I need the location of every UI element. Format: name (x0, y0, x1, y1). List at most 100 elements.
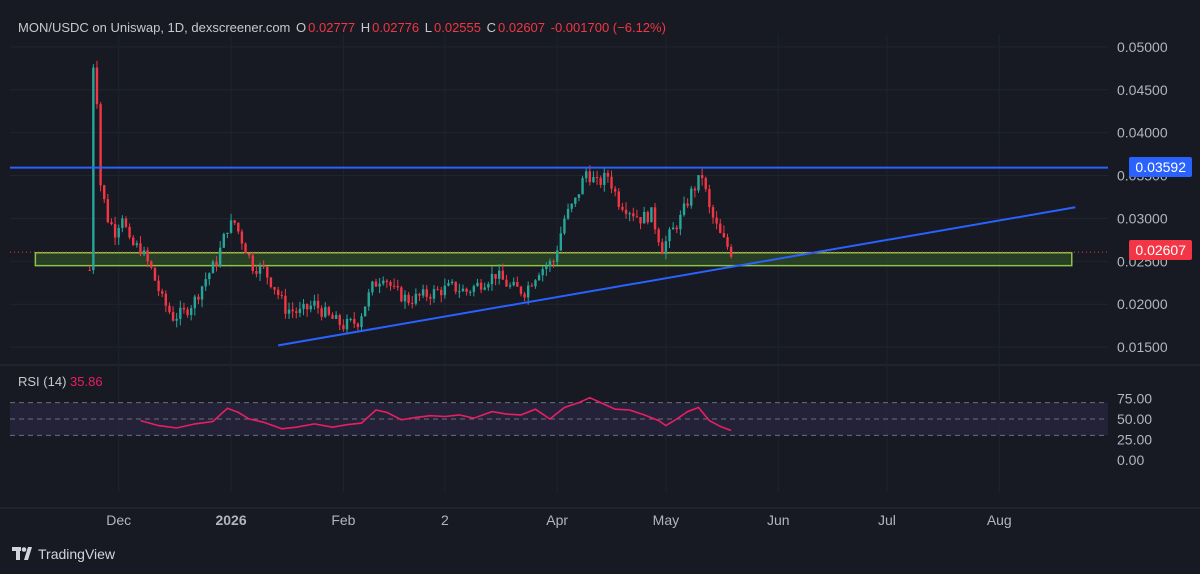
candle-body (610, 176, 613, 189)
candle-body (313, 300, 316, 306)
candle-body (160, 291, 164, 294)
candle-body (295, 311, 298, 313)
x-tick-label: Jul (878, 512, 896, 528)
candle-body (490, 274, 494, 285)
candle-body (657, 229, 660, 243)
candle-body (175, 318, 178, 321)
candle-body (690, 188, 693, 206)
candle-body (189, 308, 193, 316)
candle-body (711, 207, 715, 218)
candle-body (345, 319, 349, 330)
candle-body (661, 242, 664, 255)
candle-body (378, 283, 381, 287)
candle-body (222, 233, 226, 248)
open-label: O (296, 20, 307, 35)
candle-body (276, 289, 280, 296)
candle-body (211, 261, 215, 274)
trend-lines (10, 166, 1108, 347)
candle-body (331, 314, 334, 319)
candle-body (570, 203, 573, 209)
candle-body (461, 288, 465, 292)
open-value: 0.02777 (308, 20, 356, 35)
candle-body (632, 213, 635, 217)
candle-body (584, 171, 588, 179)
candle-body (697, 175, 700, 191)
candle-body (117, 227, 120, 238)
candle-body (603, 172, 606, 185)
symbol-label: MON/USDC on Uniswap, 1D, dexscreener.com (18, 20, 291, 35)
candle-body (240, 231, 244, 244)
candle-body (617, 191, 620, 207)
candle-body (729, 246, 733, 257)
rsi-value: 35.86 (70, 374, 103, 389)
candles (88, 60, 733, 333)
candle-body (501, 270, 505, 280)
candle-body (193, 296, 197, 309)
candle-body (273, 287, 276, 290)
candle-body (704, 178, 707, 190)
ascending-trendline (277, 206, 1076, 347)
candle-body (577, 194, 581, 198)
candle-body (693, 188, 697, 191)
candle-body (146, 250, 149, 262)
candle-body (389, 282, 392, 286)
candle-body (139, 243, 142, 255)
candle-body (251, 255, 254, 271)
candle-body (88, 269, 91, 271)
high-label: H (360, 20, 371, 35)
x-tick-label: Dec (106, 512, 131, 528)
candle-body (309, 305, 312, 310)
candle-body (545, 266, 548, 269)
candle-body (367, 292, 370, 307)
rsi-panel (10, 402, 1108, 436)
rsi-tick-label: 50.00 (1117, 411, 1152, 427)
candle-body (280, 295, 283, 297)
candle-body (581, 178, 584, 195)
candle-body (447, 283, 450, 286)
candle-body (200, 286, 204, 300)
candle-body (653, 207, 657, 230)
tradingview-logo: TradingView (12, 546, 115, 562)
candle-body (472, 286, 476, 292)
chart-header: MON/USDC on Uniswap, 1D, dexscreener.com… (18, 20, 668, 35)
y-tick-label: 0.02000 (1117, 296, 1168, 312)
candle-body (284, 295, 287, 314)
brand-label: TradingView (38, 546, 116, 562)
candle-body (374, 281, 378, 287)
candle-body (407, 294, 410, 304)
candle-body (671, 227, 675, 230)
candle-body (505, 279, 508, 287)
x-tick-label: Jun (767, 512, 790, 528)
candle-body (722, 233, 726, 238)
candle-body (164, 293, 168, 306)
candle-body (436, 289, 439, 291)
candle-body (327, 307, 331, 315)
candle-body (530, 285, 534, 287)
candle-body (363, 306, 367, 317)
candle-body (349, 319, 352, 321)
tradingview-icon (12, 547, 32, 560)
candle-body (440, 289, 443, 296)
candle-body (229, 220, 233, 233)
candle-body (628, 213, 631, 215)
candle-body (726, 237, 729, 247)
candle-body (356, 323, 360, 328)
candle-body (454, 281, 457, 292)
candle-body (559, 233, 563, 251)
candle-body (255, 270, 258, 274)
candle-body (353, 319, 356, 324)
candle-body (432, 289, 436, 299)
grid (0, 34, 1200, 509)
candle-body (110, 222, 113, 225)
candle-body (541, 268, 544, 276)
candle-body (635, 216, 639, 218)
candle-body (443, 285, 447, 296)
candle-body (324, 307, 327, 317)
candle-body (700, 175, 704, 179)
candle-body (715, 217, 718, 224)
candle-body (305, 303, 309, 310)
candle-body (664, 241, 668, 255)
candle-body (316, 300, 320, 309)
candle-body (574, 197, 577, 204)
